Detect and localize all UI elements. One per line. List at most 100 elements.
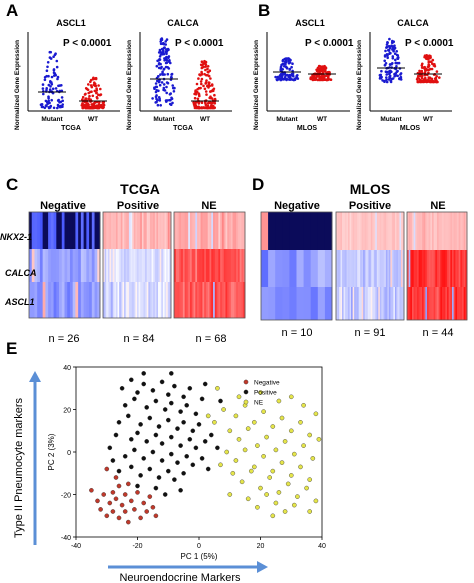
expression-dot <box>154 90 158 94</box>
scatter-point-negative <box>101 492 106 497</box>
scatter-point-ne <box>251 419 257 425</box>
heatmap-cell <box>363 250 366 287</box>
heatmap-cell <box>158 282 161 318</box>
heatmap-cell <box>348 287 350 320</box>
expression-dot <box>290 65 293 69</box>
expression-dot <box>427 76 431 79</box>
panel-label-b: B <box>258 1 270 20</box>
expression-dot <box>431 58 435 62</box>
heatmap-cell <box>268 212 276 250</box>
expression-dot <box>81 98 84 101</box>
heatmap-cell <box>211 212 214 249</box>
expression-dot <box>172 90 176 93</box>
heatmap-cell <box>174 282 177 318</box>
heatmap-cell <box>195 282 198 318</box>
heatmap-cell <box>143 249 146 282</box>
heatmap-cell <box>407 287 410 320</box>
heatmap-cell <box>463 250 466 287</box>
heatmap-cell <box>45 282 49 318</box>
heatmap-cell <box>97 282 101 318</box>
scatter-point-negative <box>98 507 103 512</box>
heatmap-cell <box>169 212 172 249</box>
heatmap-cell <box>189 249 193 282</box>
scatter-point-positive <box>116 419 122 425</box>
heatmap-cell <box>363 212 366 250</box>
expression-dot <box>316 78 320 82</box>
heatmap-cell <box>56 282 60 318</box>
scatter-point-positive <box>153 432 159 438</box>
expression-dot <box>157 89 160 93</box>
heatmap-cell <box>86 212 90 249</box>
heatmap-cell <box>324 287 333 320</box>
expression-dot <box>380 69 383 73</box>
heatmap-cell <box>133 249 136 282</box>
expression-dot <box>329 78 333 81</box>
heatmap-cell <box>151 282 154 318</box>
heatmap-cell <box>369 287 372 320</box>
heatmap-cell <box>120 249 123 282</box>
scatter-point-ne <box>233 458 239 463</box>
heatmap-cell <box>387 250 390 287</box>
expression-dot <box>49 57 53 60</box>
heatmap-cell <box>364 250 367 287</box>
heatmap-cell <box>127 282 130 318</box>
heatmap-cell <box>465 250 468 287</box>
heatmap-cell <box>236 212 239 249</box>
expression-dot <box>399 73 402 76</box>
group-label-wt: WT <box>200 116 210 123</box>
expression-dot <box>281 58 285 62</box>
heatmap-cell <box>438 250 441 287</box>
heatmap-cell <box>221 249 225 282</box>
heatmap-cell <box>450 250 453 287</box>
heatmap-cell <box>422 250 425 287</box>
expression-dot <box>326 71 330 74</box>
panel-b-plot-ascl1: ASCL1 Normalized Gene Expression P < 0.0… <box>253 18 354 132</box>
expression-dot <box>49 50 52 54</box>
heatmap-cell <box>145 249 148 282</box>
heatmap-cell <box>166 282 169 318</box>
heatmap-cell <box>391 250 394 287</box>
scatter-point-negative <box>122 492 128 497</box>
expression-dot <box>420 64 424 67</box>
heatmap-cell <box>223 249 226 282</box>
heatmap-cell <box>384 250 387 287</box>
scatter-point-negative <box>153 513 159 519</box>
scatter-point-ne <box>255 504 260 510</box>
heatmap-cell <box>442 287 445 320</box>
heatmap-cell <box>453 287 456 320</box>
heatmap-cell <box>420 287 423 320</box>
heatmap-cell <box>435 287 438 320</box>
heatmap-cell <box>151 212 154 249</box>
heatmap-cell <box>402 212 405 250</box>
heatmap-cell <box>191 282 194 318</box>
plot-title: ASCL1 <box>56 18 86 28</box>
heatmap-cell <box>379 250 382 287</box>
heatmap-cell <box>205 249 209 282</box>
heatmap-cell <box>423 250 426 287</box>
heatmap-cell <box>34 249 38 282</box>
expression-dot <box>55 65 59 69</box>
expression-dot <box>89 90 92 94</box>
scatter-point-positive <box>141 456 146 461</box>
expression-dot <box>89 78 93 82</box>
heatmap-cell <box>412 212 415 250</box>
expression-dot <box>429 80 432 84</box>
heatmap-cell <box>340 287 343 320</box>
expression-dot <box>205 79 208 82</box>
heatmap-cell <box>397 250 400 287</box>
expression-dot <box>311 78 315 82</box>
expression-dot <box>285 77 289 81</box>
heatmap-cell <box>415 287 418 320</box>
expression-dot <box>200 77 204 81</box>
scatter-point-ne <box>282 509 288 514</box>
heatmap-cell <box>182 282 186 318</box>
outer-x-label: Neuroendocrine Markers <box>119 572 241 583</box>
scatter-point-positive <box>156 424 162 429</box>
scatter-point-ne <box>285 481 291 487</box>
heatmap-cell <box>345 250 347 287</box>
heatmap-cell <box>400 250 403 287</box>
expression-dot <box>278 77 281 80</box>
expression-dot <box>162 48 165 52</box>
expression-dot <box>162 86 166 90</box>
